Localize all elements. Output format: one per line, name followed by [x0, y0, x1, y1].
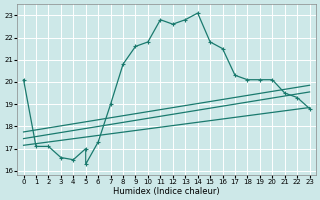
X-axis label: Humidex (Indice chaleur): Humidex (Indice chaleur): [113, 187, 220, 196]
